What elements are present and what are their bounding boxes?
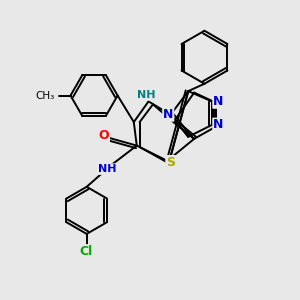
Text: NH: NH	[137, 90, 155, 100]
Text: Cl: Cl	[80, 245, 93, 258]
Text: O: O	[98, 129, 109, 142]
Text: N: N	[213, 118, 224, 131]
Text: S: S	[166, 156, 175, 169]
Text: N: N	[163, 108, 173, 121]
Text: N: N	[213, 95, 224, 108]
Text: CH₃: CH₃	[35, 91, 54, 100]
Text: NH: NH	[98, 164, 117, 174]
